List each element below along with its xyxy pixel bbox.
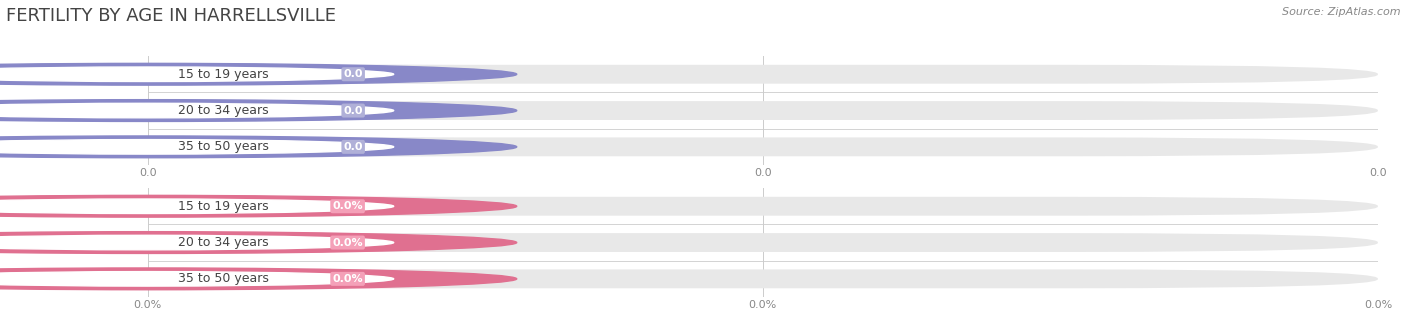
FancyBboxPatch shape (62, 101, 456, 120)
Circle shape (0, 103, 394, 118)
Circle shape (0, 232, 517, 253)
FancyBboxPatch shape (62, 269, 456, 288)
Text: 20 to 34 years: 20 to 34 years (179, 104, 269, 117)
Circle shape (0, 100, 517, 121)
Text: 0.0%: 0.0% (332, 201, 363, 211)
Circle shape (0, 199, 394, 214)
FancyBboxPatch shape (62, 197, 456, 216)
Text: 0.0: 0.0 (343, 106, 363, 116)
FancyBboxPatch shape (148, 65, 1378, 84)
Text: Source: ZipAtlas.com: Source: ZipAtlas.com (1282, 7, 1400, 16)
FancyBboxPatch shape (148, 233, 1378, 252)
FancyBboxPatch shape (148, 197, 1378, 216)
Circle shape (0, 67, 394, 82)
Text: 35 to 50 years: 35 to 50 years (179, 272, 270, 285)
FancyBboxPatch shape (148, 101, 1378, 120)
FancyBboxPatch shape (148, 137, 1378, 156)
Text: 20 to 34 years: 20 to 34 years (179, 236, 269, 249)
Circle shape (0, 140, 394, 154)
Circle shape (0, 235, 394, 250)
Text: 0.0: 0.0 (343, 69, 363, 79)
Circle shape (0, 272, 394, 286)
FancyBboxPatch shape (148, 269, 1378, 288)
Circle shape (0, 268, 517, 290)
Circle shape (0, 195, 517, 217)
Circle shape (0, 136, 517, 158)
Text: 15 to 19 years: 15 to 19 years (179, 200, 269, 213)
Text: 35 to 50 years: 35 to 50 years (179, 140, 270, 153)
FancyBboxPatch shape (62, 137, 456, 156)
FancyBboxPatch shape (62, 65, 456, 84)
Text: 0.0%: 0.0% (332, 274, 363, 284)
FancyBboxPatch shape (62, 233, 456, 252)
Text: 0.0%: 0.0% (332, 238, 363, 248)
Text: FERTILITY BY AGE IN HARRELLSVILLE: FERTILITY BY AGE IN HARRELLSVILLE (6, 7, 336, 25)
Text: 15 to 19 years: 15 to 19 years (179, 68, 269, 81)
Circle shape (0, 63, 517, 85)
Text: 0.0: 0.0 (343, 142, 363, 152)
